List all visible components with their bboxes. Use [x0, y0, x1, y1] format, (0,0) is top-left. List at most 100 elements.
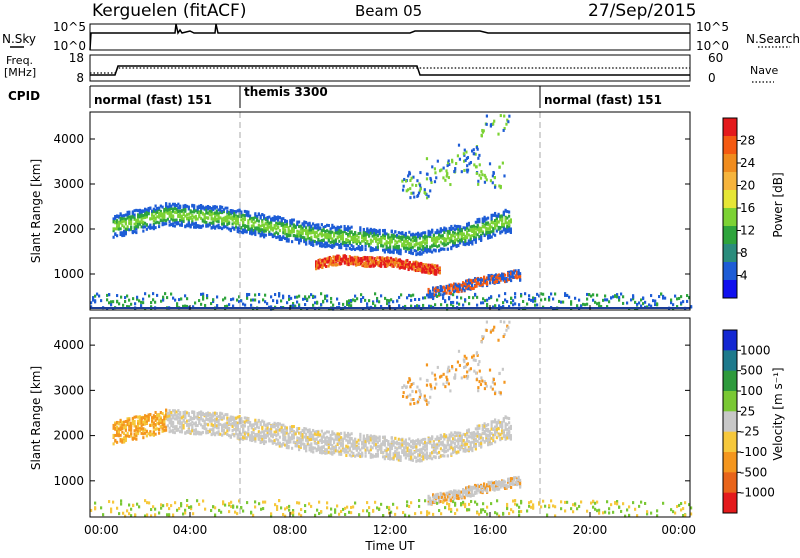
data-cell [492, 123, 494, 126]
data-cell [330, 301, 332, 304]
data-cell [477, 183, 479, 186]
data-cell [482, 301, 484, 304]
data-cell [158, 225, 160, 228]
data-cell [380, 294, 382, 297]
cpid-label: CPID [8, 89, 40, 103]
data-cell [172, 297, 174, 300]
data-cell [359, 226, 361, 229]
data-cell [289, 234, 291, 237]
data-cell [116, 441, 118, 444]
data-cell [680, 302, 682, 305]
data-cell [165, 222, 167, 225]
data-cell [304, 303, 306, 306]
data-cell [118, 302, 120, 305]
data-cell [295, 433, 297, 436]
data-cell [216, 412, 218, 415]
data-cell [130, 429, 132, 432]
data-cell [361, 453, 363, 456]
data-cell [400, 293, 402, 296]
data-cell [113, 442, 115, 445]
data-cell [678, 297, 680, 300]
data-cell [351, 432, 353, 435]
data-cell [508, 223, 510, 226]
data-cell [310, 236, 312, 239]
data-cell [416, 304, 418, 307]
data-cell [294, 296, 296, 299]
data-cell [371, 256, 373, 259]
data-cell [409, 196, 411, 199]
data-cell [352, 245, 354, 248]
data-cell [125, 222, 127, 225]
data-cell [108, 293, 110, 296]
data-cell [348, 299, 350, 302]
data-cell [480, 170, 482, 173]
data-cell [242, 303, 244, 306]
data-cell [536, 303, 538, 306]
data-cell [202, 224, 204, 227]
data-cell [160, 300, 162, 303]
data-cell [368, 299, 370, 302]
data-cell [409, 261, 411, 264]
data-cell [447, 248, 449, 251]
data-cell [232, 298, 234, 301]
data-cell [228, 303, 230, 306]
data-cell [560, 301, 562, 304]
data-cell [450, 292, 452, 295]
data-cell [165, 409, 167, 412]
data-cell [228, 222, 230, 225]
data-cell [340, 246, 342, 249]
data-cell [406, 259, 408, 262]
data-cell [378, 300, 380, 303]
data-cell [448, 296, 450, 299]
data-cell [126, 295, 128, 298]
data-cell [176, 302, 178, 305]
data-cell [480, 301, 482, 304]
data-cell [562, 301, 564, 304]
data-cell [134, 420, 136, 423]
data-cell [351, 226, 353, 229]
data-cell [288, 238, 290, 241]
data-cell [252, 298, 254, 301]
data-cell [468, 296, 470, 299]
data-cell [169, 220, 171, 223]
data-cell [496, 299, 498, 302]
data-cell [96, 293, 98, 296]
data-cell [455, 162, 457, 165]
data-cell [426, 173, 428, 176]
data-cell [244, 304, 246, 307]
data-cell [466, 236, 468, 239]
data-cell [459, 225, 461, 228]
data-cell [435, 249, 437, 252]
data-cell [342, 233, 344, 236]
data-cell [528, 298, 530, 301]
noise-right-tick-top: 10^5 [696, 20, 729, 34]
data-cell [439, 267, 441, 270]
data-cell [359, 438, 361, 441]
data-cell [379, 439, 381, 442]
data-cell [640, 298, 642, 301]
data-cell [340, 225, 342, 228]
data-cell [426, 241, 428, 244]
data-cell [405, 232, 407, 235]
data-cell [488, 297, 490, 300]
data-cell [502, 301, 504, 304]
data-cell [486, 299, 488, 302]
data-cell [481, 173, 483, 176]
data-cell [501, 218, 503, 221]
data-cell [210, 302, 212, 305]
data-cell [305, 226, 307, 229]
data-cell [642, 302, 644, 305]
data-cell [582, 303, 584, 306]
data-cell [478, 154, 480, 157]
data-cell [186, 297, 188, 300]
data-cell [590, 295, 592, 298]
data-cell [277, 226, 279, 229]
data-cell [359, 433, 361, 436]
data-cell [365, 451, 367, 454]
data-cell [654, 303, 656, 306]
data-cell [524, 292, 526, 295]
data-cell [322, 300, 324, 303]
data-cell [290, 297, 292, 300]
data-cell [476, 296, 478, 299]
data-cell [491, 217, 493, 220]
